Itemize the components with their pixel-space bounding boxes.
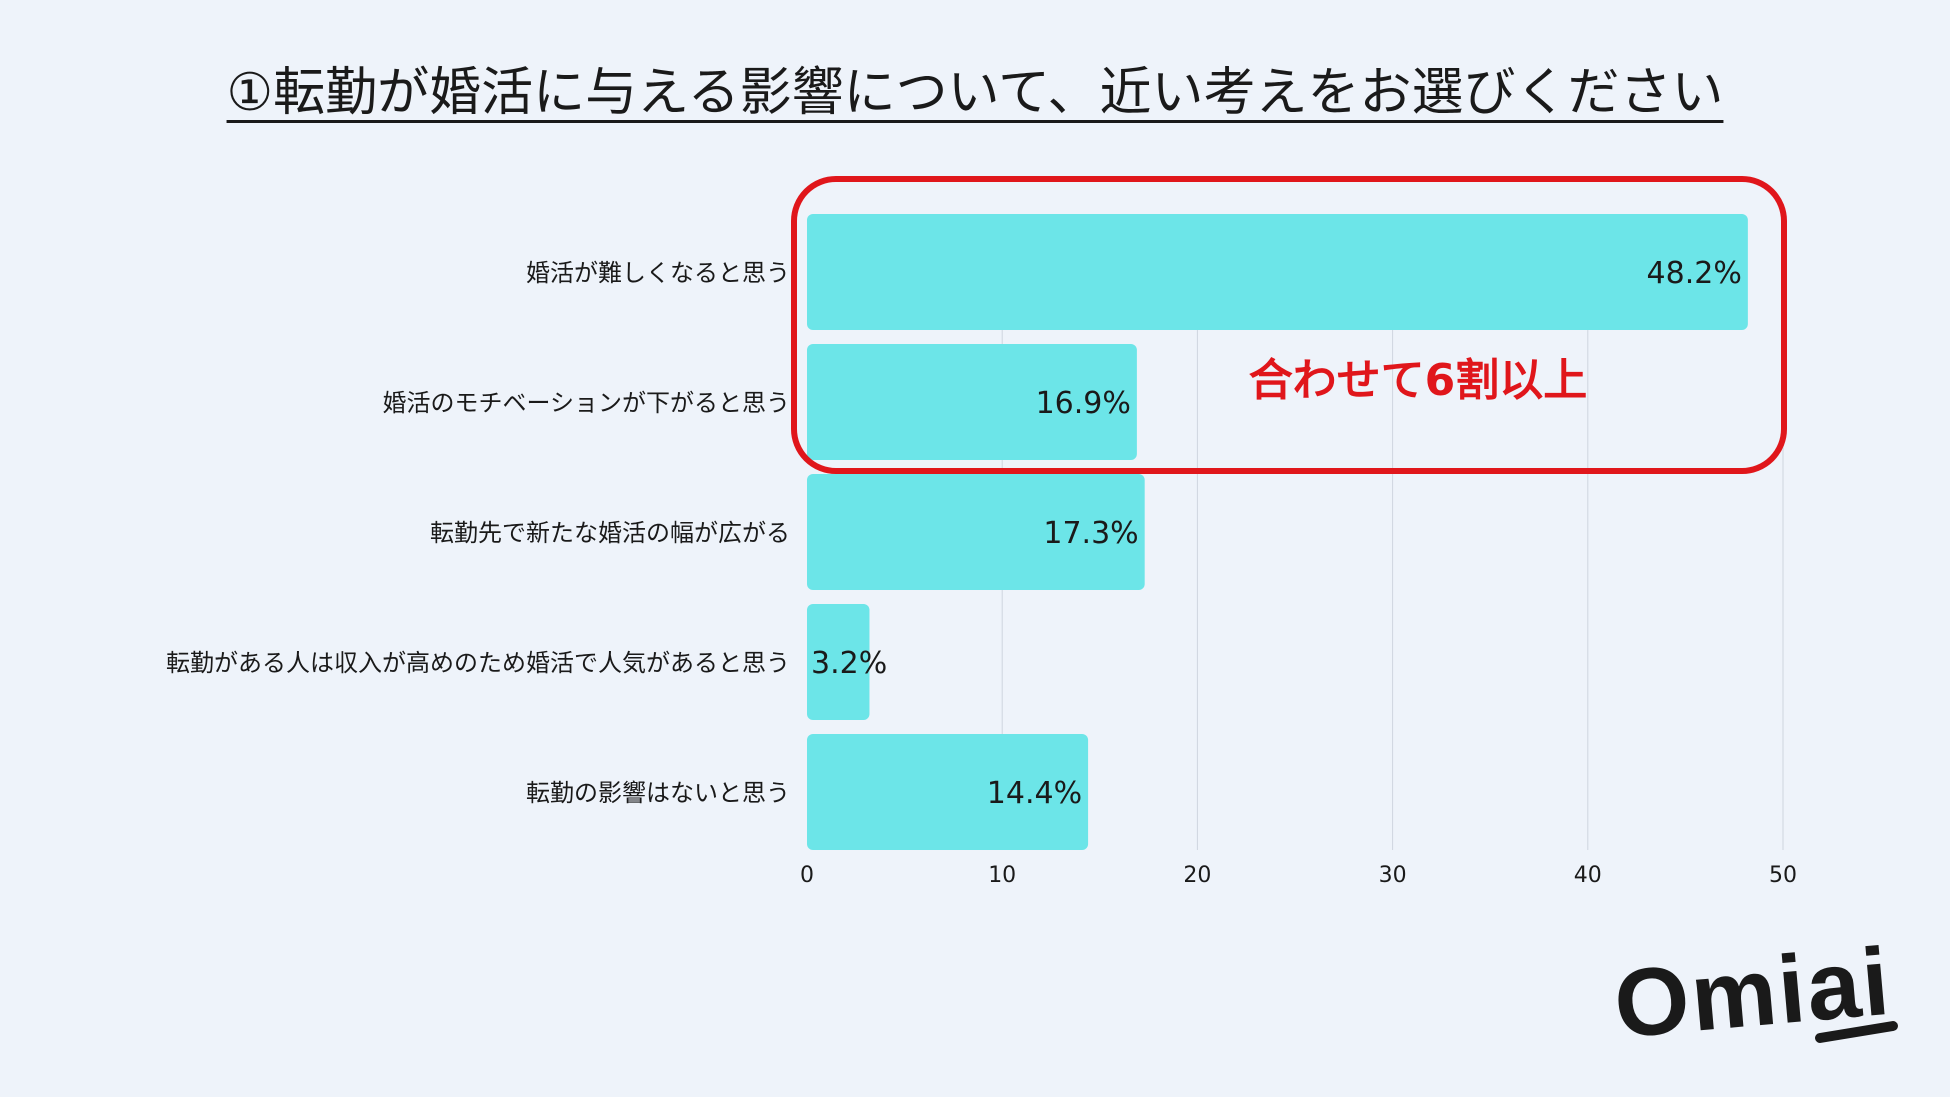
x-axis-ticks: 0 10 20 30 40 50 — [800, 863, 1797, 888]
bars — [807, 214, 1748, 850]
bar — [807, 474, 1145, 590]
x-tick-label: 20 — [1183, 863, 1211, 888]
data-labels: 48.2% 16.9% 17.3% 3.2% 14.4% — [811, 256, 1742, 811]
chart-title: ①転勤が婚活に与える影響について、近い考えをお選びください — [226, 63, 1724, 123]
bar — [807, 214, 1748, 330]
bar — [807, 604, 870, 720]
logo-underline — [1815, 1021, 1898, 1043]
category-label: 転勤の影響はないと思う — [526, 779, 790, 807]
data-label: 48.2% — [1647, 256, 1742, 291]
category-label: 婚活のモチベーションが下がると思う — [382, 389, 790, 417]
callout-text: 合わせて6割以上 — [1249, 355, 1588, 406]
category-label: 婚活が難しくなると思う — [526, 259, 790, 287]
data-label: 17.3% — [1043, 516, 1138, 551]
bar — [807, 734, 1089, 850]
x-tick-label: 30 — [1379, 863, 1407, 888]
omiai-logo: Omiai — [1610, 930, 1898, 1050]
x-tick-label: 50 — [1769, 863, 1797, 888]
chart-title-container: ①転勤が婚活に与える影響について、近い考えをお選びください — [0, 50, 1950, 125]
category-labels: 婚活が難しくなると思う婚活のモチベーションが下がると思う転勤先で新たな婚活の幅が… — [166, 259, 790, 807]
category-label: 転勤がある人は収入が高めのため婚活で人気があると思う — [166, 649, 790, 677]
highlight-box — [791, 176, 1787, 474]
data-label: 3.2% — [811, 646, 887, 681]
data-label: 16.9% — [1036, 386, 1131, 421]
bar — [807, 344, 1137, 460]
x-tick-label: 40 — [1574, 863, 1602, 888]
x-tick-label: 10 — [988, 863, 1016, 888]
x-tick-label: 0 — [800, 863, 814, 888]
data-label: 14.4% — [987, 776, 1082, 811]
category-label: 転勤先で新たな婚活の幅が広がる — [430, 519, 790, 547]
